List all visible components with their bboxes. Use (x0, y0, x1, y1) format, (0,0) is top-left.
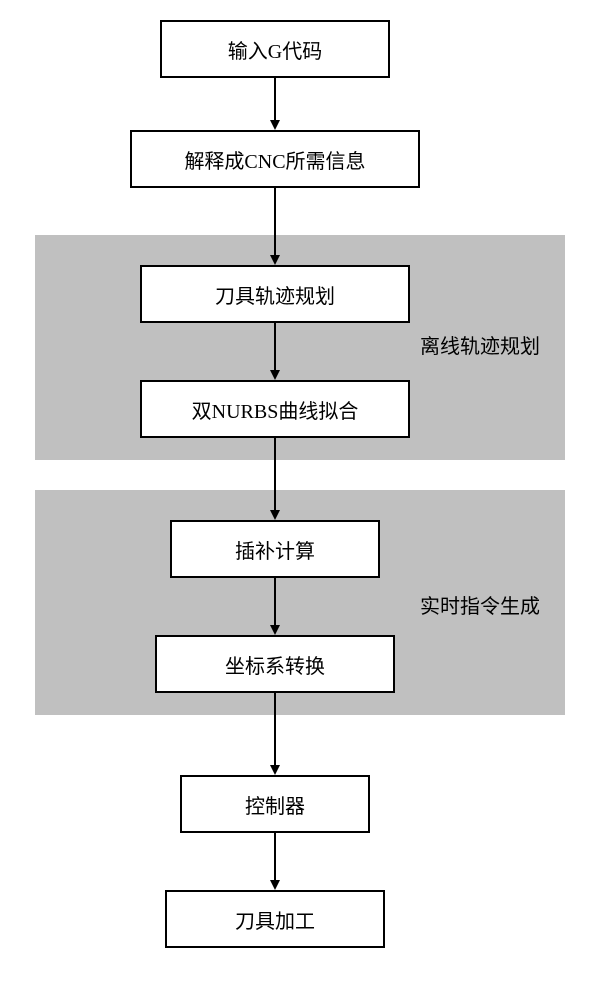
node-label: 坐标系转换 (225, 650, 325, 679)
node-label: 插补计算 (235, 535, 315, 564)
node-label: 解释成CNC所需信息 (184, 145, 365, 174)
node-input-gcode: 输入G代码 (160, 20, 390, 78)
group-label-realtime: 实时指令生成 (420, 590, 540, 619)
node-tool-machining: 刀具加工 (165, 890, 385, 948)
node-coordinate-transform: 坐标系转换 (155, 635, 395, 693)
node-label: 控制器 (245, 790, 305, 819)
node-interpolation: 插补计算 (170, 520, 380, 578)
group-label-offline: 离线轨迹规划 (420, 330, 540, 359)
node-label: 双NURBS曲线拟合 (192, 395, 359, 424)
node-dual-nurbs-fitting: 双NURBS曲线拟合 (140, 380, 410, 438)
node-label: 刀具轨迹规划 (215, 280, 335, 309)
node-interpret-cnc: 解释成CNC所需信息 (130, 130, 420, 188)
node-controller: 控制器 (180, 775, 370, 833)
node-label: 刀具加工 (235, 905, 315, 934)
node-label: 输入G代码 (228, 35, 322, 64)
node-tool-path-planning: 刀具轨迹规划 (140, 265, 410, 323)
